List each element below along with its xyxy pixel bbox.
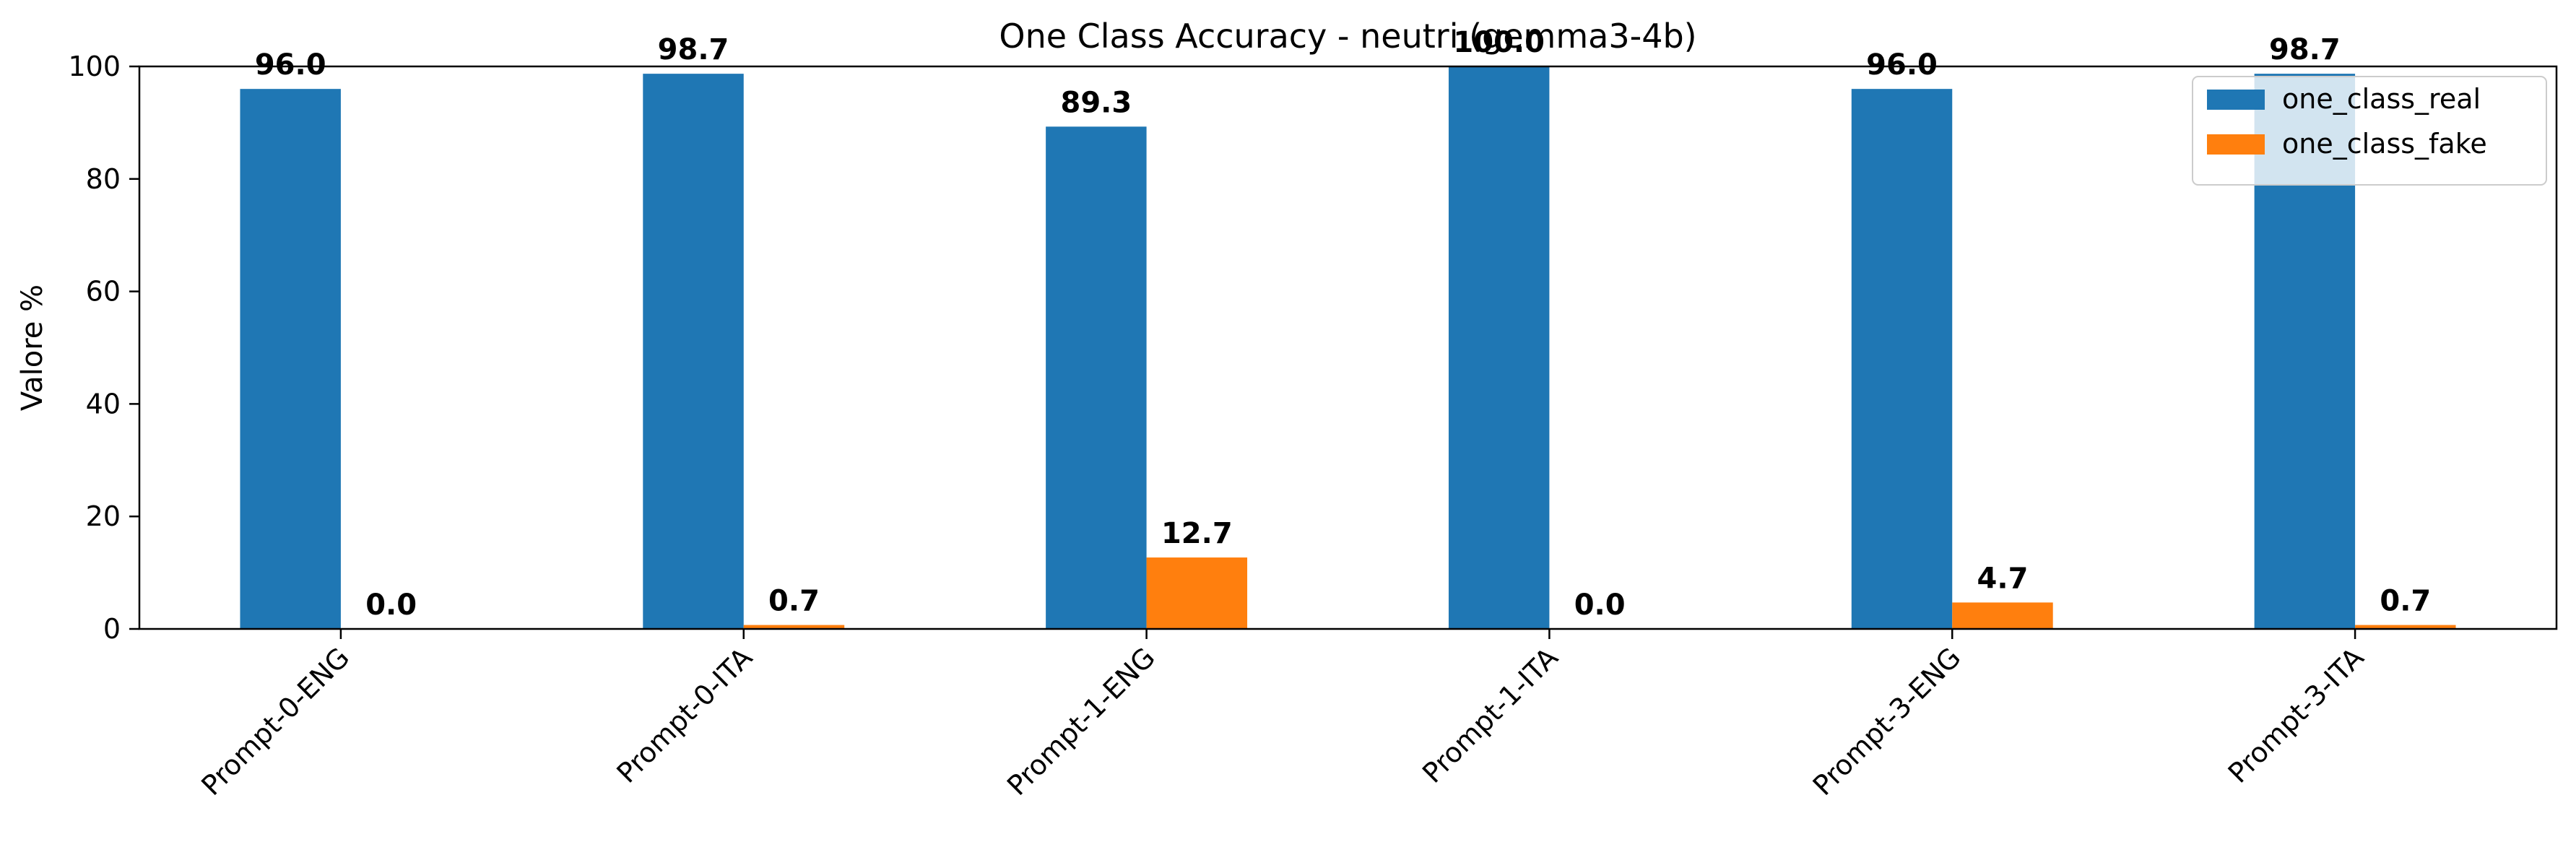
plot-frame	[138, 65, 2558, 630]
value-label-one_class_fake-Prompt-3-ITA: 0.7	[2380, 585, 2431, 618]
x-tick-label: Prompt-0-ENG	[195, 641, 355, 802]
legend-swatch-one_class_fake	[2207, 134, 2265, 155]
y-axis-label: Valore %	[16, 284, 49, 411]
bar-one_class_real-Prompt-3-ENG	[1851, 89, 1953, 629]
value-label-one_class_fake-Prompt-1-ENG: 12.7	[1161, 517, 1233, 550]
x-axis: Prompt-0-ENG Prompt-0-ITA Prompt-1-ENG Prom…	[195, 629, 2369, 802]
y-tick-label: 60	[86, 276, 121, 308]
bar-one_class_real-Prompt-1-ITA	[1448, 66, 1550, 629]
value-label-one_class_real-Prompt-1-ITA: 100.0	[1453, 26, 1545, 59]
legend-label-one_class_real: one_class_real	[2282, 83, 2481, 115]
x-tick-label: Prompt-3-ENG	[1807, 641, 1967, 802]
bar-one_class_real-Prompt-1-ENG	[1046, 126, 1147, 629]
bars-layer	[240, 66, 2456, 629]
value-label-one_class_real-Prompt-0-ENG: 96.0	[255, 48, 326, 82]
value-label-one_class_fake-Prompt-3-ENG: 4.7	[1977, 562, 2029, 595]
legend-frame	[2192, 76, 2547, 186]
y-tick-label: 80	[86, 163, 121, 195]
value-label-one_class_real-Prompt-0-ITA: 98.7	[658, 33, 729, 66]
legend-label-one_class_fake: one_class_fake	[2282, 128, 2487, 160]
chart-title: One Class Accuracy - neutri (gemma3-4b)	[999, 17, 1696, 56]
value-label-one_class_fake-Prompt-0-ITA: 0.7	[768, 585, 820, 618]
x-tick-label: Prompt-1-ENG	[1001, 641, 1161, 802]
value-label-one_class_fake-Prompt-0-ENG: 0.0	[365, 588, 417, 622]
bar-one_class_fake-Prompt-3-ENG	[1952, 602, 2053, 629]
legend-swatch-one_class_real	[2207, 90, 2265, 110]
bar-one_class_fake-Prompt-3-ITA	[2355, 625, 2456, 629]
value-label-one_class_real-Prompt-3-ITA: 98.7	[2269, 33, 2341, 66]
bar-one_class_real-Prompt-0-ENG	[240, 89, 341, 629]
bar-one_class_fake-Prompt-1-ENG	[1146, 557, 1248, 629]
x-tick-label: Prompt-0-ITA	[610, 641, 758, 789]
x-tick-label: Prompt-3-ITA	[2222, 641, 2370, 789]
y-axis: 0 20 40 60 80 100	[68, 51, 139, 645]
value-label-one_class_fake-Prompt-1-ITA: 0.0	[1574, 588, 1626, 622]
y-tick-label: 40	[86, 388, 121, 420]
value-label-one_class_real-Prompt-1-ENG: 89.3	[1061, 86, 1132, 119]
legend: one_class_real one_class_fake	[2192, 76, 2547, 186]
y-tick-label: 100	[68, 51, 121, 82]
x-tick-label: Prompt-1-ITA	[1416, 641, 1564, 789]
bar-one_class_fake-Prompt-0-ITA	[743, 625, 845, 629]
value-label-one_class_real-Prompt-3-ENG: 96.0	[1866, 48, 1938, 82]
bar-one_class_real-Prompt-0-ITA	[643, 74, 744, 629]
y-tick-label: 20	[86, 500, 121, 532]
value-labels-layer: 96.0 98.7 89.3 100.0 96.0 98.7 0.0 0.7 12.7 0.0 4.…	[255, 26, 2431, 622]
y-tick-label: 0	[103, 613, 121, 645]
